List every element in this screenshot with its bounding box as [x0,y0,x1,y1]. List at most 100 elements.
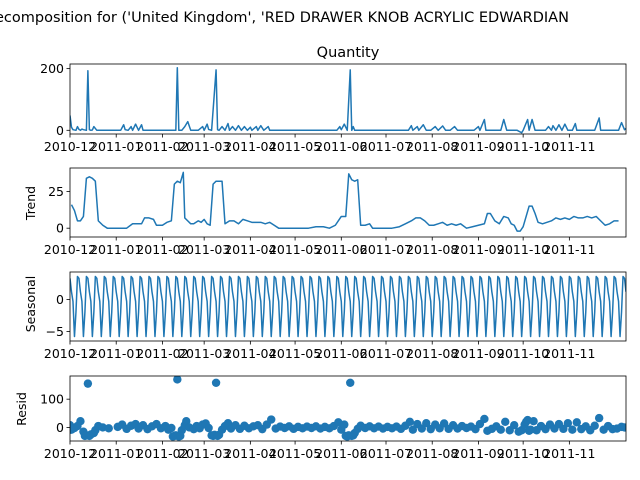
resid-x-tick-label: 2011-09 [452,446,504,461]
trend-x-tick-label: 2011-05 [269,242,321,257]
observed-x-tick-label: 2011-01 [90,139,142,154]
resid-point [204,423,213,433]
observed-x-tick-label: 2011-10 [497,139,549,154]
trend-x-tick-label: 2011-04 [224,242,276,257]
seasonal-series-line [70,275,626,338]
trend-x-tick-label: 2011-11 [543,242,595,257]
seasonal-x-tick-label: 2011-07 [360,346,412,361]
resid-x-tick-label: 2011-06 [315,446,367,461]
observed-x-tick-label: 2011-06 [315,139,367,154]
resid-x-tick-label: 2011-02 [136,446,188,461]
resid-y-tick-label: 0 [56,420,64,435]
resid-x-tick-label: 2011-08 [406,446,458,461]
resid-point [501,417,510,426]
seasonal-x-tick-label: 2011-08 [406,346,458,361]
resid-y-axis-label: Resid [14,392,29,426]
seasonal-plot-area [70,275,626,338]
resid-y-tick-label: 100 [40,392,64,407]
trend-x-tick-label: 2011-10 [497,242,549,257]
resid-point [620,423,626,432]
resid-point [267,415,276,424]
observed-x-tick-label: 2011-03 [178,139,230,154]
resid-point [104,424,113,433]
resid-axes-frame [69,375,627,442]
seasonal-y-tick-label: 0 [56,292,64,307]
resid-point [529,417,538,426]
resid-point [182,417,191,426]
trend-plot-area [70,171,619,232]
resid-x-tick-label: 2011-05 [269,446,321,461]
observed-x-tick-label: 2011-07 [360,139,412,154]
seasonal-x-tick-label: 2011-11 [543,346,595,361]
observed-plot-area [70,66,626,134]
resid-point [173,376,182,384]
trend-panel: Trend 0252010-122011-012011-022011-03201… [23,167,627,257]
resid-point [568,425,577,434]
figure-suptitle: ecomposition for ('United Kingdom', 'RED… [0,10,569,26]
observed-y-tick-label: 200 [40,61,64,76]
seasonal-y-tick-label: −5 [46,324,64,339]
observed-x-tick-label: 2010-12 [44,139,96,154]
trend-x-tick-label: 2011-08 [406,242,458,257]
resid-point [496,425,505,434]
observed-x-tick-label: 2011-02 [136,139,188,154]
resid-point [510,420,519,430]
trend-x-tick-label: 2011-03 [178,242,230,257]
resid-point [408,425,418,434]
seasonal-x-tick-label: 2011-03 [178,346,230,361]
trend-x-tick-label: 2011-09 [452,242,504,257]
trend-x-tick-label: 2011-07 [360,242,412,257]
observed-x-tick-label: 2011-04 [224,139,276,154]
seasonal-x-tick-label: 2011-10 [497,346,549,361]
trend-x-tick-label: 2011-06 [315,242,367,257]
seasonal-x-tick-label: 2011-04 [224,346,276,361]
observed-x-tick-label: 2011-05 [269,139,321,154]
observed-x-tick-label: 2011-11 [543,139,595,154]
resid-point [572,418,582,427]
resid-x-tick-label: 2011-07 [360,446,412,461]
observed-panel-title: Quantity [317,45,380,61]
resid-x-tick-label: 2011-04 [224,446,276,461]
resid-point [480,414,489,424]
trend-y-axis-label: Trend [23,186,38,221]
seasonal-x-tick-label: 2011-05 [269,346,321,361]
resid-panel: Resid 01002010-122011-012011-022011-0320… [14,375,627,461]
seasonal-axes-frame [69,271,627,342]
resid-point [405,417,415,426]
trend-y-tick-label: 25 [48,184,64,199]
trend-x-tick-label: 2011-02 [136,242,188,257]
resid-x-tick-label: 2011-01 [90,446,142,461]
seasonal-x-tick-label: 2010-12 [44,346,96,361]
trend-axes-frame [69,167,627,238]
resid-x-tick-label: 2011-11 [543,446,595,461]
trend-y-tick-label: 0 [56,221,64,236]
resid-point [83,379,93,388]
observed-x-tick-label: 2011-09 [452,139,504,154]
observed-y-tick-label: 0 [56,123,64,138]
observed-panel: Quantity 02002010-122011-012011-022011-0… [40,45,627,154]
resid-x-tick-label: 2011-03 [178,446,230,461]
resid-point [167,423,176,433]
resid-point [422,418,431,428]
resid-point [211,378,221,387]
seasonal-x-tick-label: 2011-02 [136,346,188,361]
resid-x-tick-label: 2011-10 [497,446,549,461]
seasonal-x-tick-label: 2011-01 [90,346,142,361]
resid-point [340,420,349,429]
seasonal-y-axis-label: Seasonal [23,276,38,333]
seasonal-x-tick-label: 2011-06 [315,346,367,361]
resid-point [76,417,85,426]
resid-point [590,421,599,430]
resid-plot-area [70,376,626,441]
seasonal-panel: Seasonal −5 0 2010-122011-012011-022011-03… [23,271,627,361]
resid-x-tick-label: 2010-12 [44,446,96,461]
resid-point [559,424,568,434]
trend-series-line [70,171,619,232]
trend-x-tick-label: 2011-01 [90,242,142,257]
observed-axes-frame [69,63,627,135]
resid-point [563,418,573,428]
observed-x-tick-label: 2011-08 [406,139,458,154]
resid-point [594,413,604,423]
seasonal-x-tick-label: 2011-09 [452,346,504,361]
